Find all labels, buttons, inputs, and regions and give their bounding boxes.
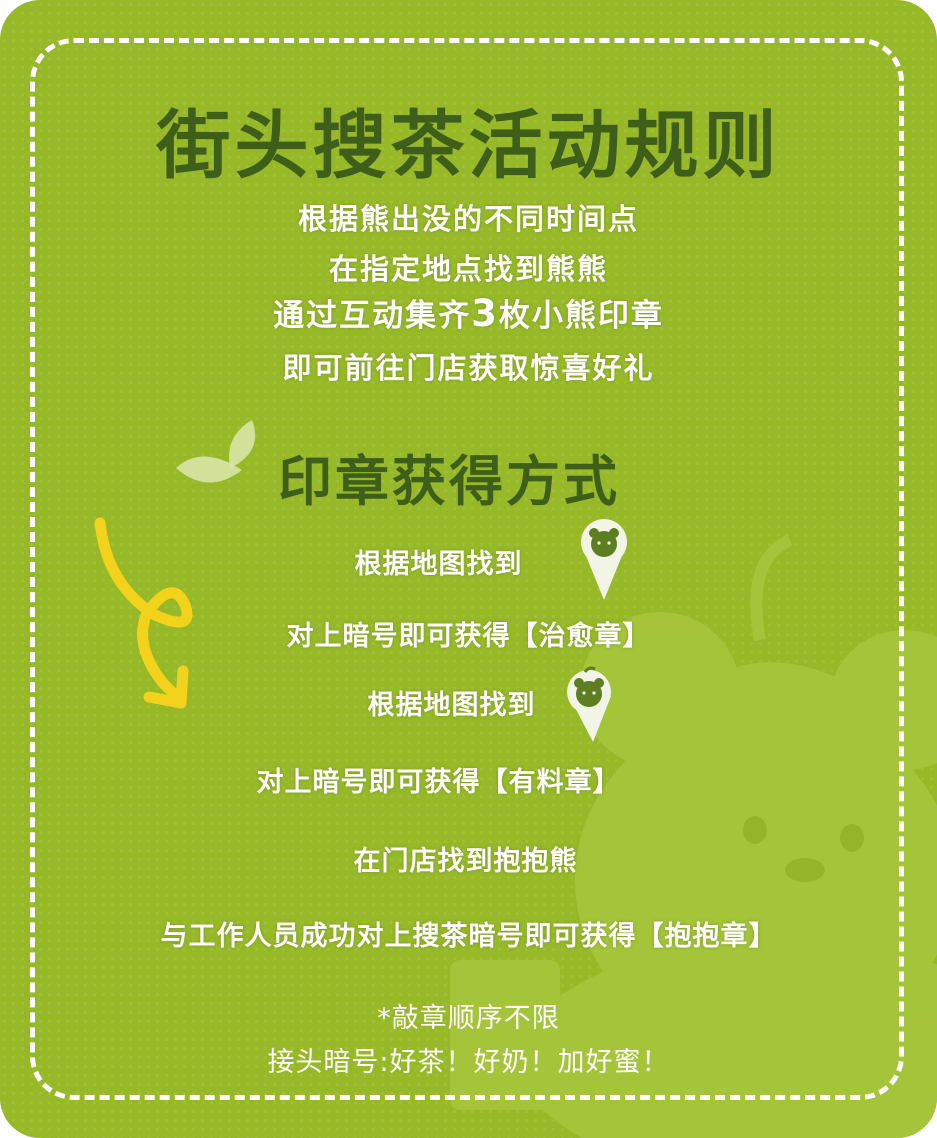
step-2: 对上暗号即可获得【治愈章】 [286,621,651,652]
intro-line-2: 在指定地点找到熊熊 [328,252,608,286]
section-title: 印章获得方式 [278,450,620,513]
page-title: 街头搜茶活动规则 [156,103,781,189]
intro-line-1: 根据熊出没的不同时间点 [297,202,639,236]
step-5: 在门店找到抱抱熊 [353,846,578,877]
curly-arrow-icon [94,517,193,709]
order-note: *敲章顺序不限 [377,1003,560,1034]
intro-line-3-pre: 通过互动集齐 [273,298,472,334]
intro-line-4: 即可前往门店获取惊喜好礼 [282,351,655,385]
intro-line-3: 通过互动集齐3枚小熊印章 [0,290,937,335]
step-4: 对上暗号即可获得【有料章】 [256,767,621,798]
step-6: 与工作人员成功对上搜茶暗号即可获得【抱抱章】 [160,921,777,952]
tea-leaf-icon [176,420,256,483]
step-3: 根据地图找到 [367,690,536,721]
dashed-border [30,38,904,1100]
intro-line-3-post: 枚小熊印章 [498,298,664,334]
stamp-count: 3 [471,292,499,335]
step-1: 根据地图找到 [354,549,523,580]
bear-map-pin-icon-2 [567,666,611,742]
bear-map-pin-icon [581,519,627,600]
password-note: 接头暗号:好茶！好奶！加好蜜！ [267,1047,670,1078]
